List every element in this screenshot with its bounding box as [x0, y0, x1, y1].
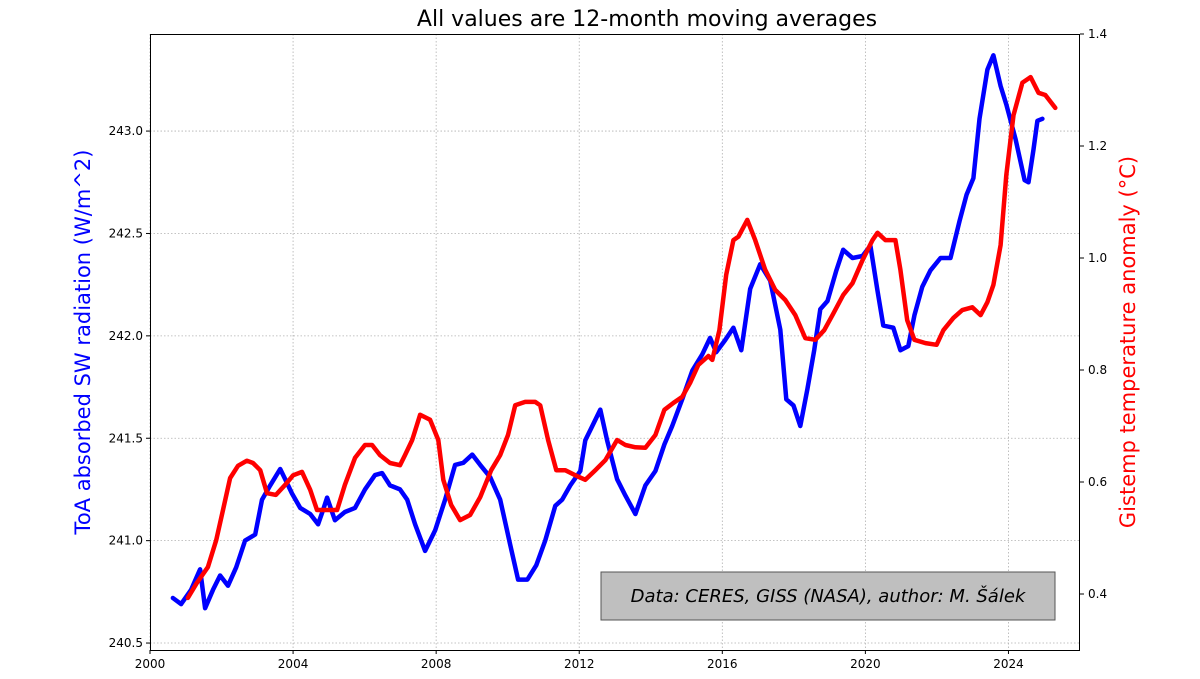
x-tick-label: 2024: [993, 657, 1024, 671]
y-right-tick-label: 0.8: [1088, 363, 1107, 377]
plot-frame: [150, 34, 1080, 651]
annotation-text: Data: CERES, GISS (NASA), author: M. Šál…: [631, 585, 1027, 607]
y-right-tick-label: 1.2: [1088, 139, 1107, 153]
y-left-tick-label: 242.5: [109, 226, 143, 240]
y-axis-left-label: ToA absorbed SW radiation (W/m^2): [71, 150, 95, 536]
x-tick-label: 2012: [564, 657, 595, 671]
x-tick-label: 2016: [707, 657, 738, 671]
x-tick-label: 2020: [850, 657, 881, 671]
sw-radiation-line: [170, 53, 1045, 611]
y-left-tick-label: 241.0: [109, 534, 143, 548]
y-axis-right: 0.4 0.6 0.8 1.0 1.2 1.4: [1080, 27, 1107, 601]
y-left-tick-label: 241.5: [109, 431, 143, 445]
y-axis-left: 240.5 241.0 241.5 242.0 242.5 243.0: [109, 124, 150, 650]
temperature-anomaly-line: [185, 74, 1058, 601]
x-tick-label: 2004: [278, 657, 309, 671]
y-right-tick-label: 0.6: [1088, 475, 1107, 489]
x-tick-label: 2008: [421, 657, 452, 671]
x-axis: 2000 2004 2008 2012 2016 2020 2024: [135, 650, 1024, 671]
y-axis-right-label: Gistemp temperature anomaly (°C): [1116, 156, 1140, 528]
grid: [149, 34, 1080, 650]
y-left-tick-label: 243.0: [109, 124, 143, 138]
y-right-tick-label: 1.4: [1088, 27, 1107, 41]
y-left-tick-label: 240.5: [109, 636, 143, 650]
x-tick-label: 2000: [135, 657, 166, 671]
chart-title: All values are 12-month moving averages: [417, 7, 877, 32]
y-right-tick-label: 1.0: [1088, 251, 1107, 265]
y-left-tick-label: 242.0: [109, 329, 143, 343]
y-right-tick-label: 0.4: [1088, 587, 1107, 601]
series-lines: [170, 53, 1058, 611]
annotation-box: Data: CERES, GISS (NASA), author: M. Šál…: [600, 571, 1056, 621]
